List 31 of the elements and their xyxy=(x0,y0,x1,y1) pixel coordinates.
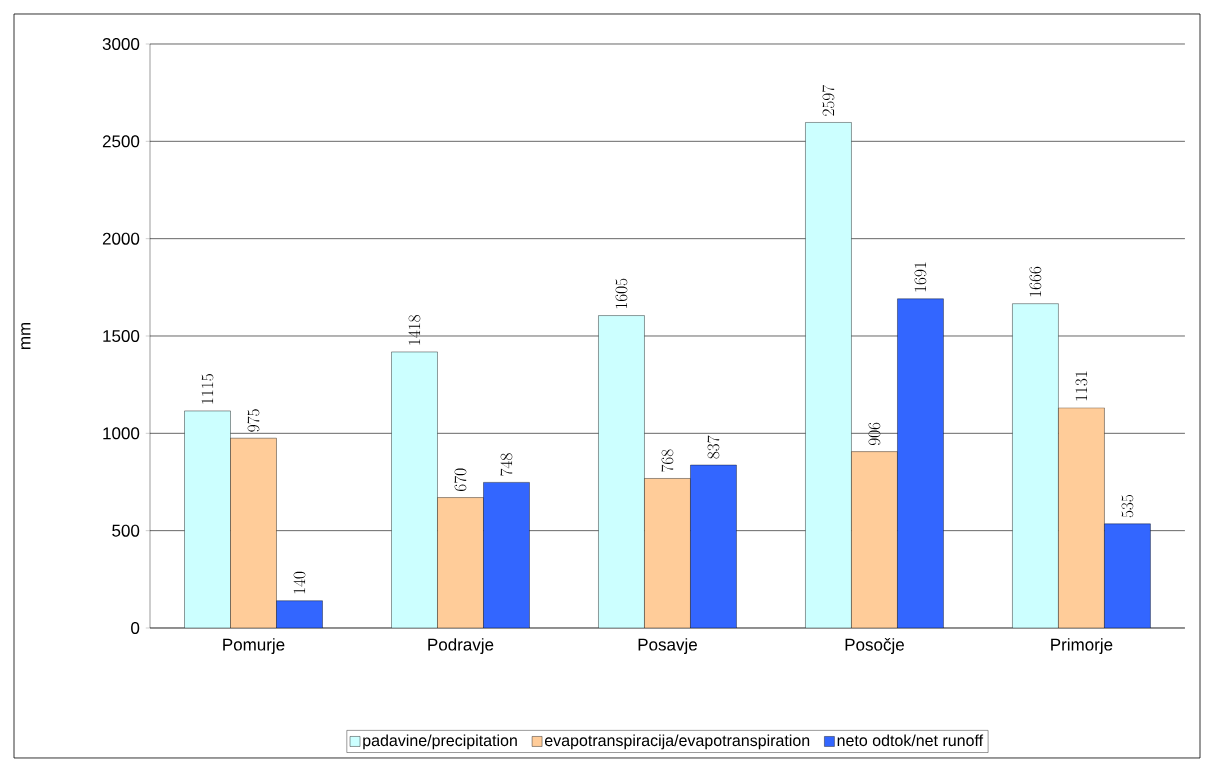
data-label: 140 xyxy=(293,571,306,594)
x-tick-label: Posavje xyxy=(638,638,697,654)
legend-label: evapotranspiracija/evapotranspiration xyxy=(544,734,810,750)
y-tick-label: 3000 xyxy=(102,37,140,51)
data-label: 906 xyxy=(868,422,881,446)
x-tick-label: Posočje xyxy=(845,638,904,655)
y-tick-label: 1500 xyxy=(103,329,140,343)
data-label: 975 xyxy=(247,409,260,432)
data-label: 1605 xyxy=(615,278,628,309)
data-label: 1418 xyxy=(408,315,421,345)
y-tick-label: 0 xyxy=(131,621,140,635)
data-label: 535 xyxy=(1121,494,1134,518)
data-label: 1666 xyxy=(1029,266,1042,297)
y-tick-label: 1000 xyxy=(103,427,140,440)
y-tick-label: 2000 xyxy=(102,232,140,245)
data-label: 1131 xyxy=(1075,371,1088,401)
x-tick-label: Pomurje xyxy=(223,638,285,654)
x-tick-label: Primorje xyxy=(1051,638,1113,654)
data-label: 670 xyxy=(454,468,467,492)
y-tick-label: 500 xyxy=(112,524,140,537)
y-tick-label: 2500 xyxy=(102,135,140,148)
data-label: 837 xyxy=(707,435,720,459)
data-label: 1115 xyxy=(201,374,214,404)
legend-label: neto odtok/net runoff xyxy=(837,734,984,747)
y-axis-title: mm xyxy=(21,322,31,350)
data-label: 1691 xyxy=(914,262,927,292)
data-label: 2597 xyxy=(822,85,835,116)
data-label: 748 xyxy=(500,453,513,476)
data-label: 768 xyxy=(661,449,674,472)
x-tick-label: Podravje xyxy=(428,638,494,654)
legend-label: padavine/precipitation xyxy=(363,734,517,750)
